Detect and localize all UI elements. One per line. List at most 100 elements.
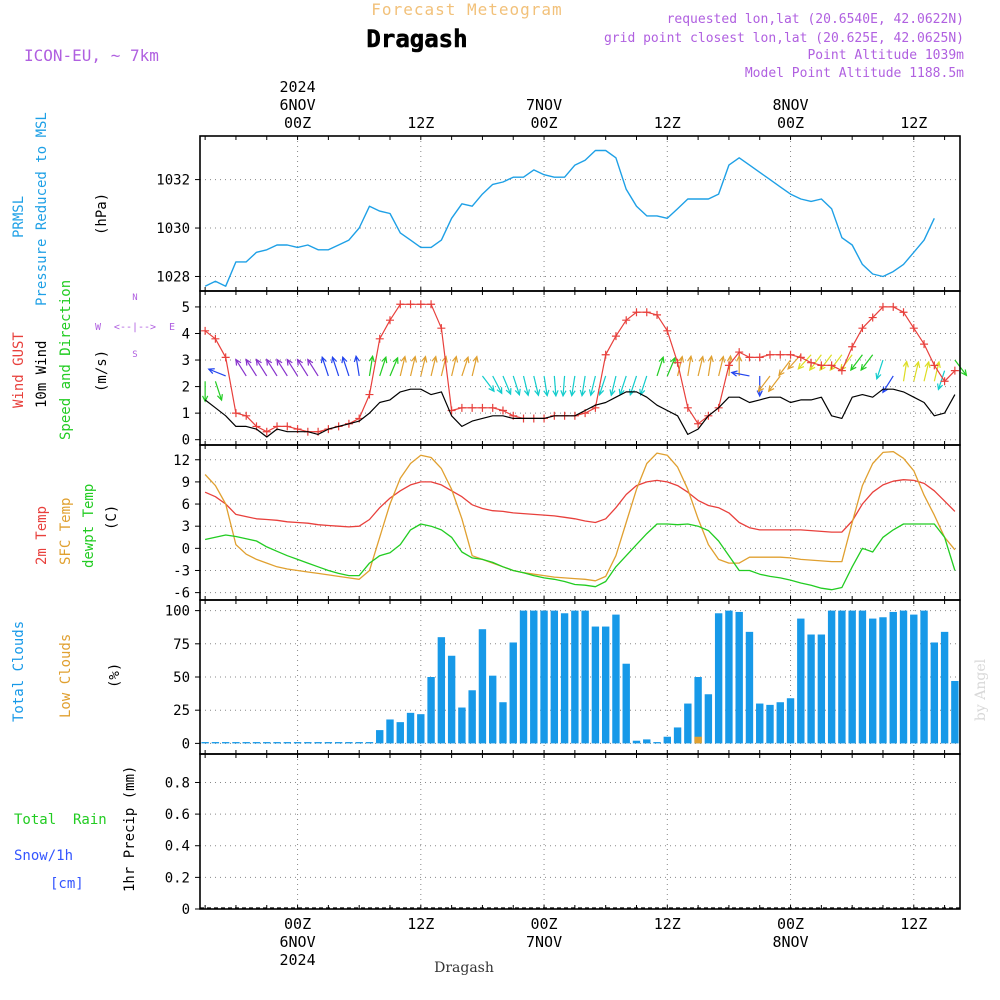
total-cloud-bar <box>940 631 949 744</box>
total-cloud-bar <box>817 634 826 744</box>
total-cloud-bar <box>406 712 415 744</box>
wind-arrow-head <box>609 389 616 397</box>
dewpt-series <box>204 523 956 591</box>
wind-arrow-head <box>787 362 794 370</box>
wind-arrow-head <box>514 388 521 397</box>
compass-east: E <box>169 322 175 333</box>
footer-station-name: Dragash <box>434 960 494 976</box>
gust-point-marker <box>683 403 692 412</box>
total-cloud-bar <box>920 610 928 744</box>
gust-point-marker <box>899 308 908 317</box>
gust-point-marker <box>201 326 210 335</box>
wind-direction-arrow <box>697 356 704 377</box>
temp-unit: (C) <box>104 505 120 530</box>
gust-point-marker <box>632 308 641 317</box>
y-tick-label: 2 <box>182 380 190 396</box>
bottom-time-label: 8NOV <box>772 933 808 951</box>
wind-direction-arrow <box>598 375 607 395</box>
gust-point-marker <box>930 361 939 370</box>
wind-arrow-head <box>353 354 360 363</box>
wind-arrow-head <box>410 355 418 363</box>
total-cloud-bar <box>643 739 651 744</box>
gust-point-marker <box>663 326 672 335</box>
y-tick-label: -3 <box>173 563 190 579</box>
point-altitude: Point Altitude 1039m <box>807 48 964 63</box>
wind-direction-arrow <box>255 359 268 377</box>
total-cloud-bar <box>745 631 754 744</box>
wind-arrow-head <box>307 358 314 366</box>
total-cloud-bar <box>704 694 713 744</box>
gust-point-marker <box>673 358 682 367</box>
wind-arrow-head <box>286 358 293 366</box>
top-time-label: 00Z <box>531 114 558 132</box>
total-cloud-bar <box>540 610 548 744</box>
gust-point-marker <box>786 350 795 359</box>
snow-unit-label: [cm] <box>50 876 84 892</box>
wind-direction-arrow <box>571 375 576 396</box>
wind-dir-label: Speed and Direction <box>58 280 74 440</box>
temp-frame <box>199 444 961 601</box>
y-tick-label: 25 <box>173 703 190 719</box>
total-cloud-bar <box>858 610 867 744</box>
wind-arrow-head <box>552 390 559 398</box>
y-tick-label: 0.2 <box>165 870 190 886</box>
wind-direction-arrow <box>778 359 792 376</box>
plot-area: 102810301032012345-6-3036912025507510000… <box>156 135 968 918</box>
y-tick-label: 0 <box>182 433 190 449</box>
gust-point-marker <box>498 406 507 415</box>
top-time-label: 12Z <box>407 114 434 132</box>
gust-point-marker <box>848 342 857 351</box>
total-cloud-bar <box>673 727 682 744</box>
total-cloud-bar <box>489 675 497 744</box>
wind-arrow-head <box>392 356 399 364</box>
wind-direction-arrow <box>276 359 288 377</box>
wind-direction-arrow <box>481 375 495 392</box>
wind-arrow-head <box>463 355 470 364</box>
wind-direction-arrow <box>420 356 427 377</box>
bottom-time-label: 6NOV <box>280 933 316 951</box>
wind-direction-arrow <box>321 356 329 377</box>
total-cloud-bar <box>478 629 487 744</box>
wind-arrow-head <box>719 355 726 363</box>
wind-direction-arrow <box>389 357 399 377</box>
wind-arrow-head <box>320 355 327 364</box>
wind-arrow-head <box>505 388 512 396</box>
wind-direction-arrow <box>208 368 226 377</box>
y-tick-label: 3 <box>182 353 190 369</box>
wind-arrow-head <box>756 390 763 398</box>
gust-point-marker <box>817 361 826 370</box>
bottom-time-label: 12Z <box>407 915 434 933</box>
wind-direction-arrow <box>286 359 299 377</box>
bottom-time-label: 00Z <box>777 915 804 933</box>
wind-direction-arrow <box>829 354 843 371</box>
total-clouds-label: Total Clouds <box>11 621 27 722</box>
watermark: by Angel <box>973 658 989 721</box>
wind-direction-arrow <box>913 361 920 382</box>
wind-arrow-head <box>431 355 438 363</box>
y-tick-label: 0 <box>182 736 190 752</box>
total-cloud-bar <box>221 742 230 744</box>
wind-arrow-head <box>472 355 479 363</box>
total-cloud-bar <box>283 742 291 744</box>
wind-direction-arrow <box>819 354 833 371</box>
bottom-time-label: 2024 <box>280 951 316 969</box>
wind-arrow-head <box>924 360 931 368</box>
wind-direction-arrow <box>543 375 548 396</box>
wind-arrow-head <box>937 383 944 391</box>
y-tick-label: 0 <box>182 541 190 557</box>
wind-arrow-head <box>569 389 576 398</box>
wind-arrow-head <box>543 389 550 398</box>
total-cloud-bar <box>417 714 425 744</box>
total-cloud-bar <box>899 610 908 744</box>
gust-point-marker <box>468 403 477 412</box>
model-label: ICON-EU, ~ 7km <box>24 46 159 65</box>
wind-direction-arrow <box>768 375 781 392</box>
wind-arrow-head <box>207 368 215 374</box>
wind-direction-arrow <box>590 375 596 396</box>
gust-point-marker <box>796 353 805 362</box>
prmsl-label: PRMSL <box>11 196 27 238</box>
gust-point-marker <box>221 353 230 362</box>
wind-direction-arrow <box>533 375 540 396</box>
dewpt-label: dewpt Temp <box>81 484 97 568</box>
